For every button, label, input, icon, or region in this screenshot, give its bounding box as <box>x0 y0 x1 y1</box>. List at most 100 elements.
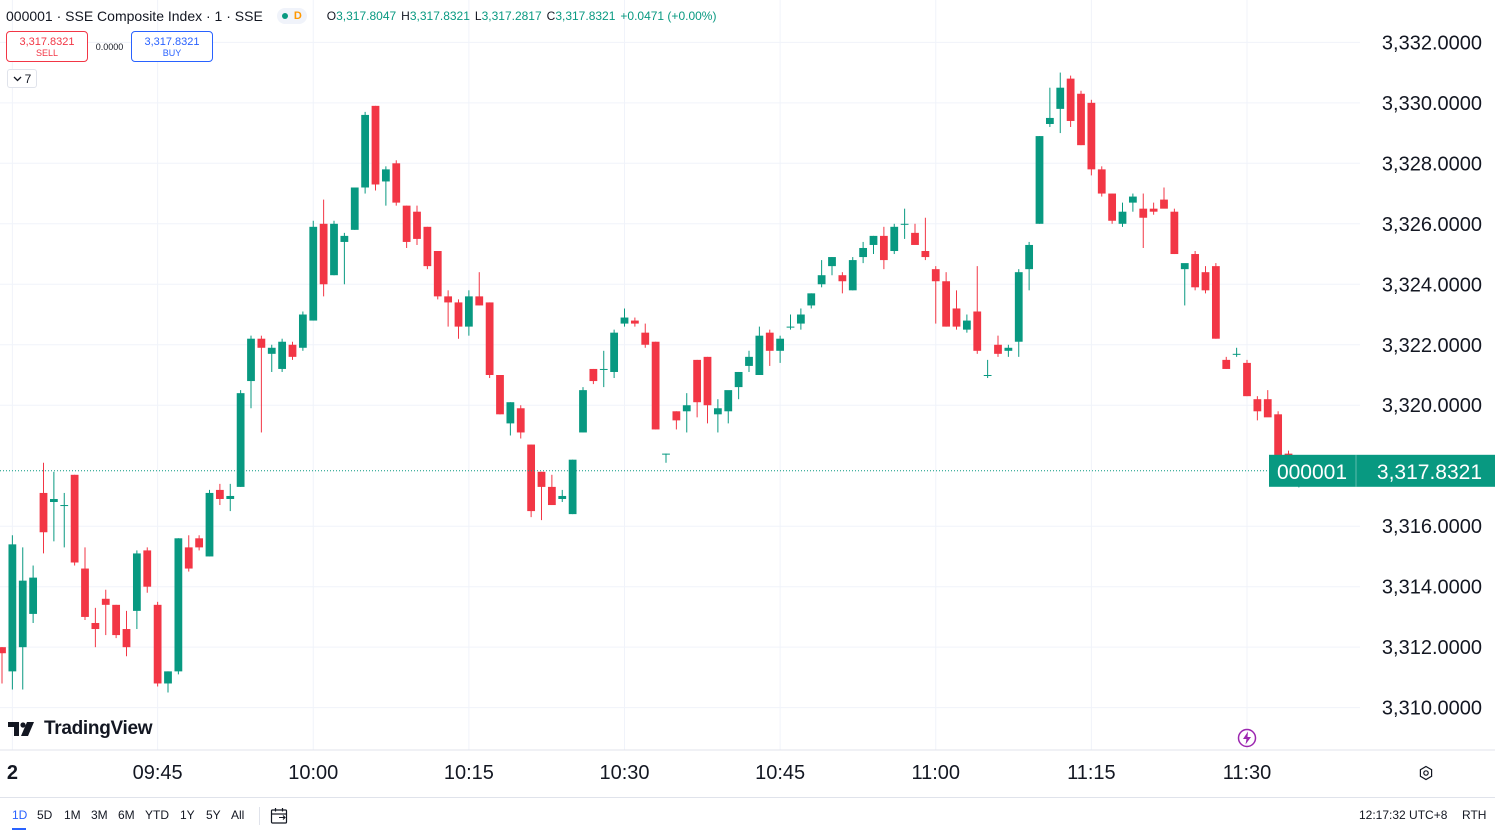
candle-body <box>1253 399 1262 412</box>
tradingview-logo[interactable]: TradingView <box>8 718 153 740</box>
x-tick-label: 10:15 <box>444 762 494 784</box>
chart-settings-icon[interactable] <box>1418 765 1434 781</box>
candle-body <box>630 320 639 324</box>
open-label: O <box>326 9 337 23</box>
candle-body <box>444 296 453 303</box>
range-1d-button[interactable]: 1D <box>12 808 28 822</box>
candle-body <box>579 390 587 433</box>
candle-body <box>392 163 401 203</box>
candle-body <box>1180 263 1189 270</box>
clock-readout[interactable]: 12:17:32 UTC+8 <box>1359 808 1448 822</box>
candle-body <box>1097 169 1106 194</box>
high-label: H <box>401 9 410 23</box>
candle-body <box>413 211 421 239</box>
close-label: C <box>546 9 556 23</box>
candle-body <box>298 314 307 348</box>
y-tick-label: 3,326.0000 <box>1382 214 1482 236</box>
candle-body <box>267 347 276 354</box>
candle-body <box>464 296 473 327</box>
y-tick-label: 3,322.0000 <box>1382 335 1482 357</box>
candle-body <box>1201 272 1210 291</box>
go-to-date-calendar-icon[interactable] <box>270 807 289 825</box>
y-tick-label: 3,328.0000 <box>1382 153 1482 175</box>
toolbar-divider <box>259 807 260 825</box>
lightning-bolt-icon[interactable] <box>1237 728 1257 748</box>
candle-body <box>890 226 899 252</box>
x-tick-label: 11:15 <box>1067 762 1116 784</box>
candle-body <box>164 671 172 684</box>
candle-body <box>807 293 816 306</box>
candle-body <box>911 232 919 245</box>
candle-body <box>1243 362 1251 397</box>
y-tick-label: 3,320.0000 <box>1382 395 1482 417</box>
indicators-toggle-button[interactable]: 7 <box>7 69 37 88</box>
sell-label: SELL <box>35 47 59 58</box>
candle-body <box>423 226 432 267</box>
candle-body <box>278 341 287 369</box>
candle-body <box>496 375 504 415</box>
candle-body <box>433 251 442 297</box>
range-all-button[interactable]: All <box>231 808 245 822</box>
candle-body <box>1087 102 1096 170</box>
candle-body <box>942 281 951 327</box>
candle-body <box>859 247 868 258</box>
candle-body <box>734 371 743 388</box>
market-status-badge[interactable]: D <box>276 8 307 24</box>
candle-body <box>516 408 525 433</box>
candle-body <box>817 275 826 285</box>
symbol-title[interactable]: 000001 · SSE Composite Index · 1 · SSE <box>6 8 263 24</box>
range-3m-button[interactable]: 3M <box>91 808 108 822</box>
chart-header: 000001 · SSE Composite Index · 1 · SSE D… <box>6 6 716 26</box>
y-tick-label: 3,324.0000 <box>1382 274 1482 296</box>
x-tick-label: 09:45 <box>133 762 183 784</box>
candle-body <box>309 226 318 321</box>
candle-body <box>132 553 141 611</box>
candle-body <box>122 629 131 648</box>
candle-body <box>39 492 48 533</box>
range-1m-button[interactable]: 1M <box>64 808 81 822</box>
range-5y-button[interactable]: 5Y <box>206 808 221 822</box>
price-tag-price: 3,317.8321 <box>1377 461 1482 484</box>
y-tick-label: 3,316.0000 <box>1382 516 1482 538</box>
candle-body <box>558 495 567 499</box>
candle-body <box>0 647 6 654</box>
candle-body <box>195 538 204 548</box>
range-5d-button[interactable]: 5D <box>37 808 53 822</box>
indicators-count: 7 <box>24 71 32 86</box>
candle-body <box>226 495 235 499</box>
session-toggle[interactable]: RTH <box>1462 808 1487 822</box>
range-1y-button[interactable]: 1Y <box>180 808 195 822</box>
candle-body <box>381 169 390 182</box>
candle-body <box>693 359 702 403</box>
candle-body <box>1014 272 1023 342</box>
candle-body <box>1066 78 1075 121</box>
x-tick-label: 11:30 <box>1223 762 1272 784</box>
candle-body <box>81 568 89 617</box>
range-6m-button[interactable]: 6M <box>118 808 135 822</box>
candle-body <box>1118 211 1127 224</box>
candle-body <box>101 598 110 605</box>
candle-body <box>1056 87 1065 109</box>
active-range-indicator <box>12 828 26 830</box>
candle-body <box>330 223 338 276</box>
candle-body <box>18 580 27 648</box>
candle-body <box>776 338 785 351</box>
candle-body <box>454 302 463 327</box>
candle-body <box>402 205 411 242</box>
sell-button[interactable]: 3,317.8321 SELL <box>6 31 88 62</box>
x-tick-label: 10:30 <box>599 762 649 784</box>
candle-body <box>745 356 753 366</box>
candle-body <box>91 622 100 630</box>
candle-body <box>703 356 712 406</box>
range-ytd-button[interactable]: YTD <box>145 808 169 822</box>
candle-body <box>568 459 577 515</box>
x-tick-label: 10:45 <box>755 762 805 784</box>
candle-body <box>828 257 836 267</box>
change-value: +0.0471 (+0.00%) <box>620 9 717 23</box>
candle-body <box>340 235 349 242</box>
candle-body <box>796 314 805 324</box>
candle-body <box>205 492 214 557</box>
buy-button[interactable]: 3,317.8321 BUY <box>131 31 213 62</box>
